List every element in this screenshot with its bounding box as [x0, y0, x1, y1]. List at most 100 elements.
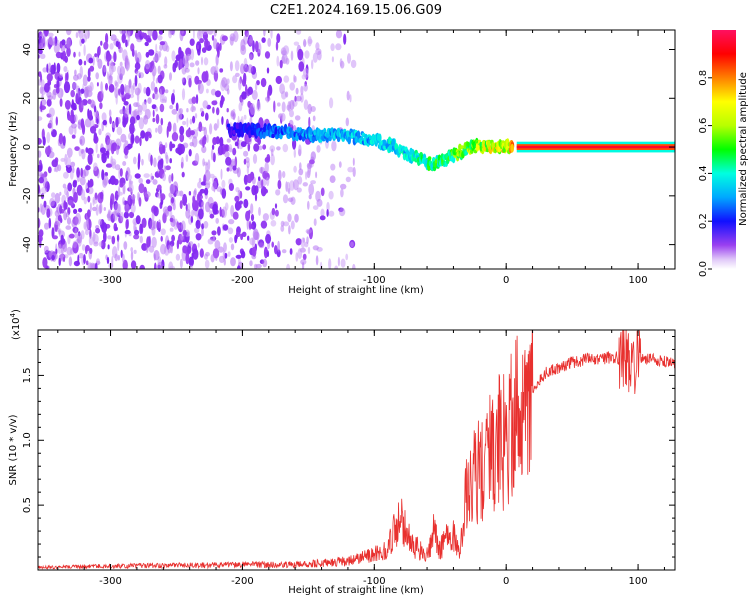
noise-blob — [241, 231, 247, 237]
noise-blob — [52, 89, 57, 100]
noise-blob — [258, 242, 265, 249]
noise-blob — [180, 156, 184, 169]
noise-blob — [157, 65, 161, 75]
snr-frame — [37, 329, 676, 571]
noise-blob — [117, 191, 123, 196]
noise-blob — [88, 236, 94, 246]
noise-blob — [74, 69, 77, 76]
noise-blob — [100, 239, 106, 250]
noise-blob — [240, 44, 247, 56]
noise-blob — [147, 97, 152, 104]
noise-blob — [126, 218, 129, 229]
noise-blob — [320, 187, 325, 197]
noise-blob — [206, 134, 209, 143]
noise-blob — [70, 89, 75, 98]
noise-blob — [179, 58, 183, 70]
noise-blob — [136, 51, 142, 64]
noise-blob — [232, 147, 237, 156]
noise-blob — [169, 158, 172, 164]
noise-blob — [169, 30, 172, 36]
tone-band-core — [516, 145, 675, 149]
noise-blob — [112, 246, 118, 259]
noise-blob — [71, 99, 75, 108]
noise-blob — [194, 75, 200, 85]
noise-blob — [172, 89, 175, 94]
noise-blob — [243, 198, 249, 209]
noise-blob — [293, 148, 296, 158]
noise-blob — [312, 205, 319, 211]
x-tick-label: 0 — [503, 275, 509, 286]
noise-blob — [203, 221, 209, 229]
noise-blob — [150, 154, 153, 166]
noise-blob — [87, 195, 91, 203]
noise-blob — [63, 171, 69, 179]
noise-blob — [302, 253, 307, 261]
noise-blob — [153, 157, 157, 168]
noise-blob — [222, 224, 229, 231]
signal-blob — [510, 143, 514, 153]
noise-blob — [184, 68, 190, 73]
noise-blob — [248, 37, 253, 47]
noise-blob — [211, 34, 215, 41]
noise-blob — [270, 220, 277, 227]
noise-blob — [201, 145, 207, 154]
noise-blob — [128, 183, 134, 193]
noise-blob — [75, 31, 79, 39]
noise-blob — [103, 207, 107, 211]
noise-blob — [197, 67, 200, 75]
noise-blob — [178, 108, 184, 115]
noise-blob — [294, 115, 301, 121]
noise-blob — [213, 70, 219, 82]
noise-blob — [225, 156, 232, 166]
noise-blob — [59, 205, 63, 214]
noise-blob — [266, 67, 270, 74]
noise-blob — [151, 104, 157, 110]
noise-blob — [114, 190, 119, 201]
noise-blob — [210, 88, 217, 96]
noise-blob — [331, 140, 337, 152]
noise-blob — [65, 225, 72, 230]
noise-blob — [86, 188, 90, 194]
noise-blob — [230, 243, 235, 251]
noise-blob — [74, 146, 80, 152]
noise-blob — [42, 99, 47, 106]
noise-blob — [232, 75, 238, 84]
noise-blob — [114, 86, 119, 99]
noise-blob — [205, 180, 211, 186]
noise-blob — [122, 185, 126, 194]
noise-blob — [118, 88, 121, 96]
noise-blob — [185, 129, 192, 138]
noise-blob — [64, 187, 69, 196]
noise-blob — [251, 90, 258, 100]
noise-blob — [213, 38, 218, 50]
noise-blob — [85, 147, 89, 153]
noise-blob — [135, 101, 140, 108]
noise-blob — [39, 53, 46, 59]
noise-blob — [115, 116, 119, 128]
noise-blob — [276, 249, 281, 258]
noise-blob — [41, 93, 44, 102]
noise-blob — [80, 167, 83, 178]
noise-blob — [71, 218, 78, 229]
noise-blob — [89, 202, 92, 213]
noise-blob — [130, 194, 136, 200]
noise-blob — [141, 158, 144, 166]
noise-blob — [172, 30, 176, 36]
noise-blob — [160, 117, 164, 126]
noise-blob — [134, 229, 140, 236]
noise-blob — [139, 136, 142, 147]
noise-blob — [189, 38, 195, 46]
noise-blob — [78, 51, 81, 57]
noise-blob — [136, 114, 141, 121]
noise-blob — [179, 133, 185, 143]
noise-blob — [55, 248, 58, 255]
noise-blob — [334, 265, 339, 269]
noise-blob — [191, 96, 197, 104]
noise-blob — [85, 260, 89, 266]
noise-blob — [62, 135, 66, 146]
noise-blob — [147, 37, 152, 43]
noise-blob — [289, 109, 294, 118]
noise-blob — [300, 237, 306, 249]
noise-blob — [38, 137, 42, 145]
